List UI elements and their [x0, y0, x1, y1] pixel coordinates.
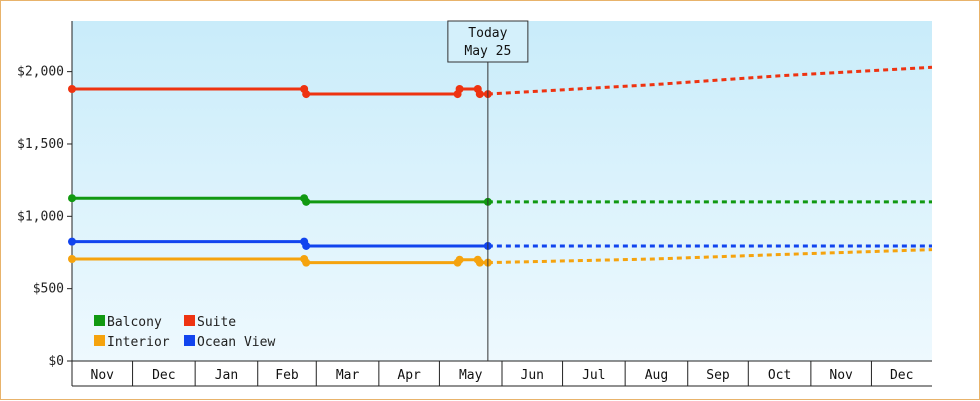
- x-tick-label: Nov: [91, 368, 115, 383]
- today-label: Today: [468, 26, 507, 41]
- data-point: [302, 241, 311, 250]
- data-point: [455, 255, 464, 264]
- x-tick-label: Mar: [336, 368, 360, 383]
- legend-label: Balcony: [107, 315, 162, 330]
- x-tick-label: Aug: [645, 368, 668, 383]
- x-tick-label: Jun: [521, 368, 544, 383]
- x-tick-label: Apr: [397, 368, 421, 383]
- x-tick-label: Nov: [829, 368, 853, 383]
- data-point: [302, 197, 311, 206]
- y-tick-label: $2,000: [17, 65, 64, 80]
- legend-swatch: [184, 335, 195, 346]
- forecast-line: [487, 248, 933, 265]
- series-ocean-view: [68, 237, 932, 250]
- x-tick-label: May: [459, 368, 483, 383]
- legend-swatch: [94, 335, 105, 346]
- data-point: [302, 90, 311, 99]
- legend-label: Interior: [107, 335, 170, 350]
- legend-item: Ocean View: [184, 335, 275, 350]
- today-date: May 25: [464, 44, 511, 59]
- y-tick-label: $1,000: [17, 209, 64, 224]
- y-axis: $0 $500 $1,000 $1,500 $2,000: [17, 21, 73, 369]
- legend-swatch: [94, 315, 105, 326]
- data-point: [302, 258, 311, 267]
- data-point: [68, 85, 76, 93]
- legend-swatch: [184, 315, 195, 326]
- x-tick-label: Feb: [275, 368, 299, 383]
- series-suite: [68, 65, 933, 99]
- data-point: [68, 194, 76, 203]
- data-point: [68, 237, 76, 246]
- series-layer: [68, 65, 933, 267]
- x-tick-label: Jan: [215, 368, 238, 383]
- legend-item: Interior: [94, 335, 170, 350]
- forecast-line: [487, 65, 933, 96]
- y-tick-label: $500: [33, 282, 64, 297]
- y-tick-label: $0: [48, 354, 64, 369]
- legend-item: Suite: [184, 315, 236, 330]
- x-tick-label: Sep: [706, 368, 730, 383]
- legend-label: Suite: [197, 315, 236, 330]
- today-box: [447, 20, 529, 63]
- data-point: [475, 258, 484, 267]
- legend-item: Balcony: [94, 315, 162, 330]
- data-point: [455, 85, 464, 93]
- x-tick-label: Dec: [152, 368, 175, 383]
- legend-label: Ocean View: [197, 335, 275, 350]
- data-point: [475, 90, 484, 99]
- today-marker: Today May 25: [447, 20, 529, 361]
- x-tick-label: Oct: [768, 368, 791, 383]
- legend: Balcony Suite Interior Ocean View: [94, 315, 275, 350]
- x-axis: Nov Dec Jan Feb Mar Apr May Jun Jul Aug Sep Oct Nov D…: [71, 360, 932, 387]
- x-tick-label: Jul: [582, 368, 605, 383]
- series-interior: [68, 248, 933, 267]
- y-tick-label: $1,500: [17, 137, 64, 152]
- plot-area: [72, 21, 932, 361]
- data-point: [68, 255, 76, 263]
- x-tick-label: Dec: [890, 368, 913, 383]
